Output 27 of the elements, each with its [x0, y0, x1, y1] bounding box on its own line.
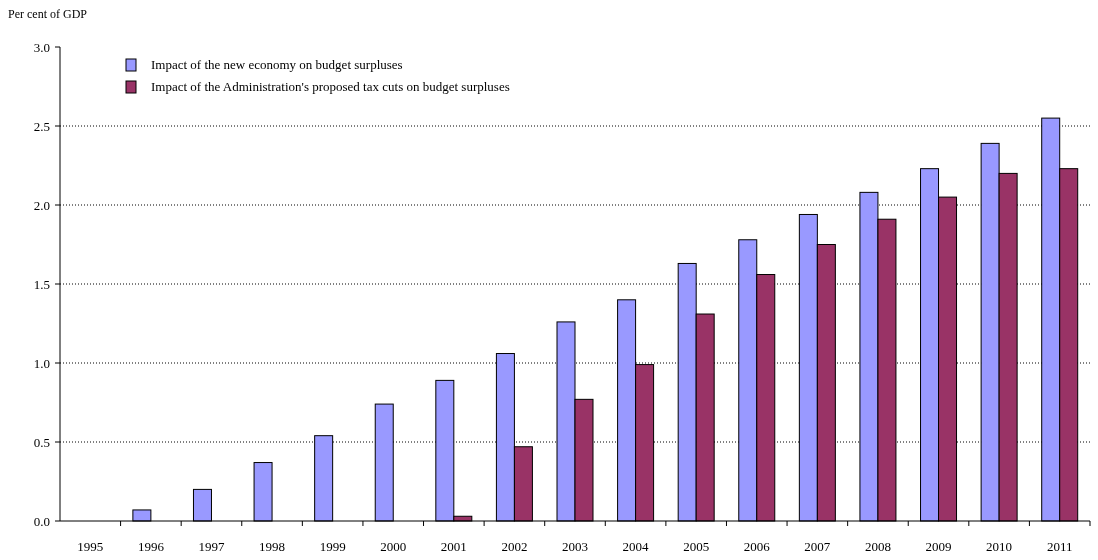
x-tick-label: 2011	[1046, 539, 1073, 554]
x-tick-label: 2002	[501, 539, 528, 554]
x-tick-label: 2010	[986, 539, 1013, 554]
x-tick-label: 1995	[77, 539, 104, 554]
x-tick-label: 2001	[440, 539, 467, 554]
y-tick-label: 1.0	[33, 355, 50, 371]
y-tick-label: 1.5	[33, 276, 50, 292]
x-tick-label: 1996	[137, 539, 165, 554]
x-tick-label: 2004	[622, 539, 650, 554]
y-axis-title: Per cent of GDP	[8, 7, 88, 21]
x-tick-label: 2003	[562, 539, 588, 554]
x-tick-label: 2006	[743, 539, 771, 554]
x-tick-label: 1997	[198, 539, 225, 554]
x-tick-label: 2005	[683, 539, 710, 554]
legend-label: Impact of the Administration's proposed tax cuts on budget surpluses	[151, 79, 510, 94]
y-tick-label: 3.0	[33, 39, 50, 55]
y-tick-label: 0.0	[33, 513, 50, 529]
x-tick-label: 2000	[380, 539, 407, 554]
y-tick-label: 2.5	[33, 118, 50, 134]
x-tick-label: 1999	[319, 539, 346, 554]
x-tick-label: 2008	[864, 539, 891, 554]
x-tick-label: 2007	[804, 539, 831, 554]
x-tick-label: 2009	[925, 539, 952, 554]
legend-label: Impact of the new economy on budget surpluses	[151, 57, 403, 72]
y-tick-label: 2.0	[33, 197, 50, 213]
y-tick-label: 0.5	[33, 434, 50, 450]
x-tick-label: 1998	[259, 539, 286, 554]
